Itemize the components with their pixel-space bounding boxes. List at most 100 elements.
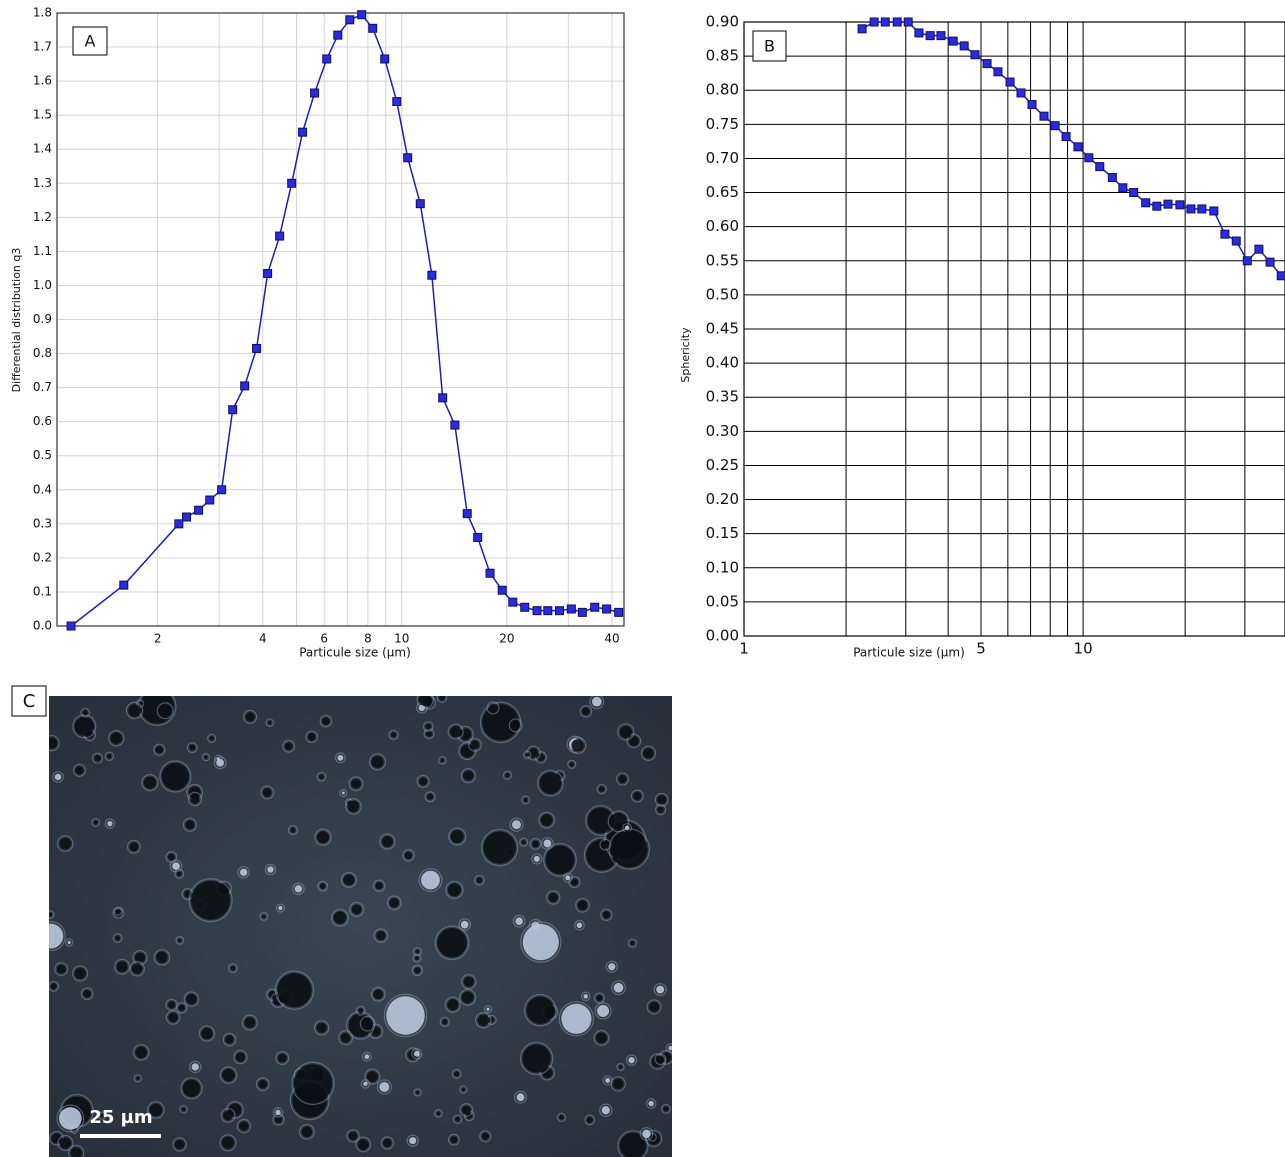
particle (439, 696, 445, 701)
data-point (993, 67, 1003, 77)
plot-frame (743, 21, 1285, 637)
particle (455, 1117, 460, 1122)
particle-halo (153, 743, 166, 756)
y-tick-label: 0.15 (706, 524, 739, 542)
data-point (1220, 229, 1230, 239)
particle-halo (207, 733, 217, 743)
particle (601, 1106, 610, 1115)
particle-halo (153, 949, 171, 966)
particle-halo (508, 718, 523, 733)
data-point (508, 597, 518, 607)
particle-halo (222, 1032, 237, 1047)
particle-halo (49, 734, 60, 752)
particle (115, 935, 120, 941)
particle-halo (608, 828, 651, 870)
data-point (590, 602, 600, 612)
x-tick-label: 1 (739, 640, 749, 658)
particle-halo (373, 928, 389, 943)
particle-halo (411, 1048, 423, 1060)
data-point (1027, 100, 1037, 110)
particle (489, 704, 497, 712)
particle (591, 696, 602, 707)
particle (450, 830, 464, 843)
y-tick-label: 1.5 (33, 108, 52, 122)
particle-halo (165, 1010, 181, 1025)
particle (54, 773, 62, 781)
particle-halo (298, 1123, 315, 1140)
particle-halo (169, 859, 183, 873)
particle (337, 754, 344, 761)
particle (450, 726, 462, 738)
particle-halo (376, 1079, 392, 1095)
particle (341, 791, 345, 795)
particle (389, 898, 400, 908)
particle-halo (361, 1051, 372, 1062)
particle-halo (104, 818, 116, 829)
particle (358, 1139, 369, 1150)
particle-halo (580, 991, 591, 1002)
particle (437, 928, 467, 958)
y-tick-label: 0.5 (33, 448, 52, 462)
particle-halo (135, 699, 145, 708)
panel-label-box (752, 30, 787, 62)
particle-halo (615, 772, 630, 786)
particle (149, 1103, 163, 1117)
data-point (857, 24, 867, 34)
particle-halo (523, 993, 557, 1027)
data-point (959, 41, 969, 51)
y-tick-label: 0.45 (706, 320, 739, 338)
data-point (174, 519, 184, 529)
particle-halo (434, 1109, 443, 1118)
particle-halo (502, 770, 513, 781)
particle (155, 746, 163, 754)
particle (511, 720, 521, 730)
particle (278, 906, 283, 911)
y-tick-label: 0.6 (33, 414, 52, 428)
particle-halo (346, 1129, 360, 1143)
particle (230, 965, 236, 971)
data-point (1016, 88, 1026, 98)
particle-halo (562, 872, 573, 883)
particle (245, 712, 255, 722)
data-point (948, 36, 958, 46)
particle-halo (57, 1134, 74, 1152)
particle-halo (146, 1101, 165, 1119)
particle-halo (594, 1002, 612, 1020)
data-point (1242, 256, 1252, 266)
particle (135, 1046, 147, 1059)
particle (647, 1132, 660, 1145)
data-point (1107, 173, 1117, 183)
particle-halo (529, 837, 542, 851)
x-tick-label: 10 (1074, 640, 1093, 658)
particle (577, 900, 588, 911)
particle (421, 870, 440, 890)
particle-halo (113, 907, 123, 916)
particle (322, 717, 330, 725)
particle-halo (593, 1029, 610, 1046)
particle-halo (317, 880, 329, 892)
particle (223, 1110, 233, 1121)
particle (83, 990, 91, 998)
y-tick-label: 1.0 (33, 278, 52, 292)
particle (363, 1081, 368, 1087)
particle-halo (72, 714, 97, 739)
y-tick-label: 0.30 (706, 422, 739, 440)
particle (601, 841, 609, 849)
particle-halo (589, 696, 605, 710)
data-point (1141, 198, 1151, 208)
data-point (1152, 201, 1162, 211)
particle (364, 1054, 370, 1060)
particle (375, 882, 383, 890)
scale-bar-label: 25 µm (89, 1107, 152, 1128)
particle-halo (255, 1077, 270, 1092)
particle-halo (654, 1053, 667, 1066)
particle (294, 885, 303, 893)
particle (461, 1087, 465, 1092)
particle-halo (640, 745, 657, 762)
x-tick-label: 8 (364, 632, 372, 646)
particle-halo (180, 1077, 203, 1100)
particle (50, 983, 57, 990)
particle (545, 845, 575, 875)
particle (129, 842, 139, 852)
particle-halo (334, 752, 346, 764)
